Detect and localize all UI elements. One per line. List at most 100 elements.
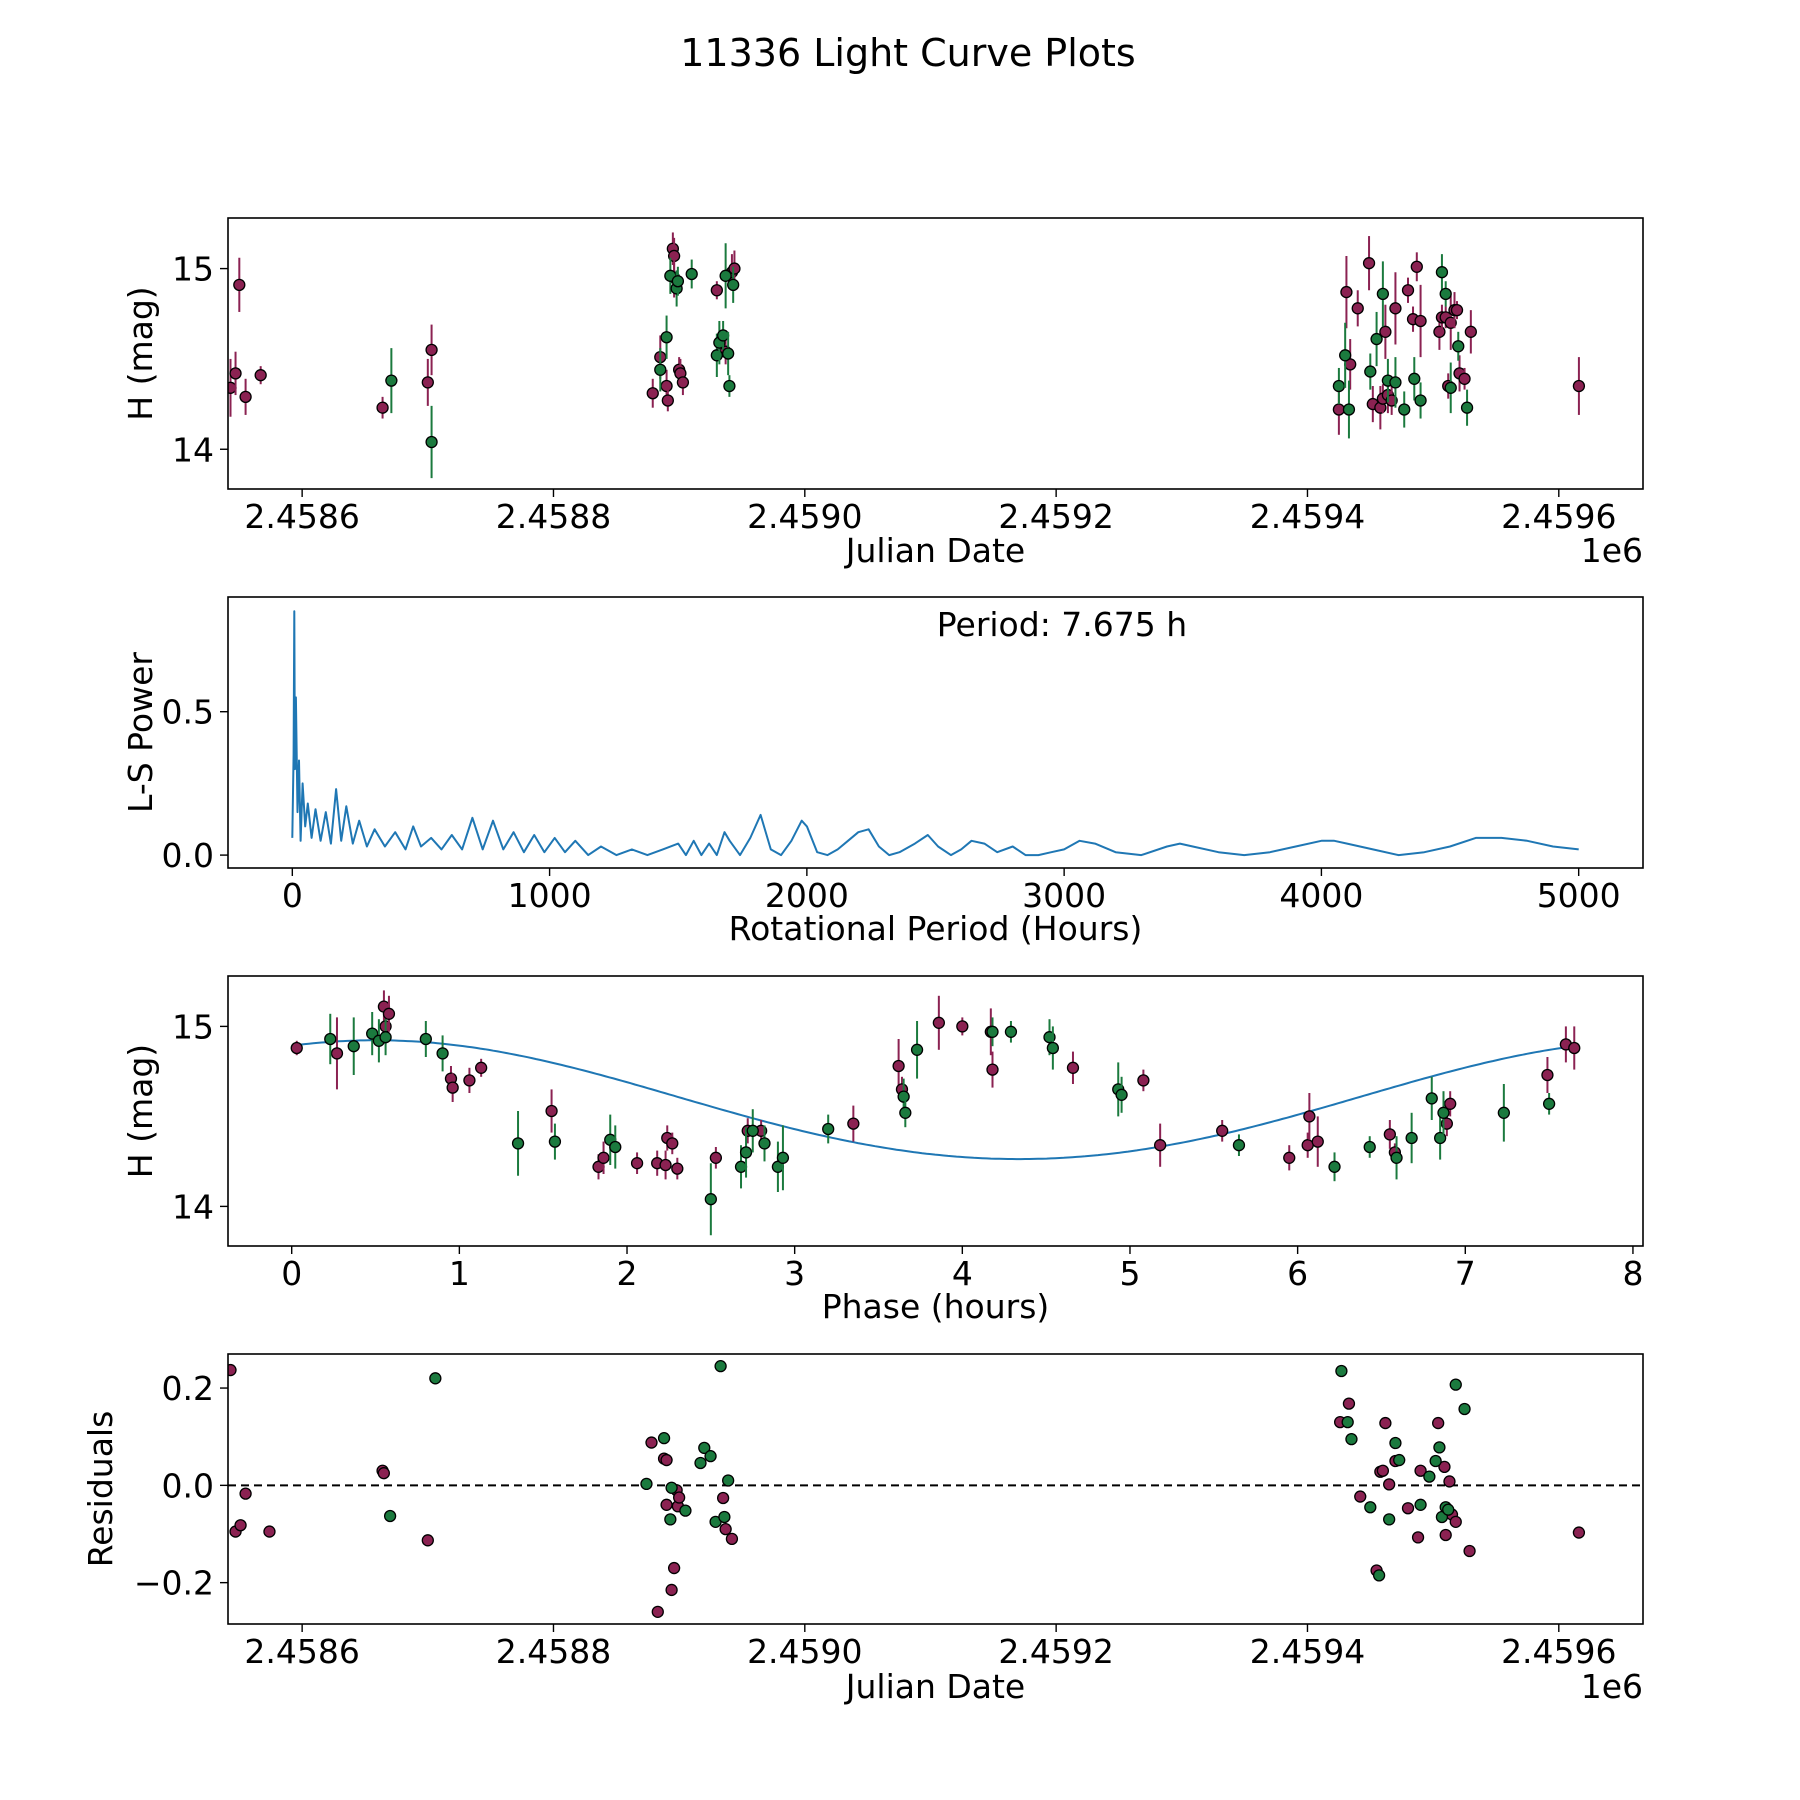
phased-green-point	[1328, 1160, 1341, 1173]
residuals-green-point	[694, 1456, 707, 1470]
phased-green-point	[1046, 1041, 1060, 1055]
lightcurve-red-point	[1433, 325, 1446, 338]
lightcurve-red-point	[1444, 316, 1457, 329]
phased-green-point	[436, 1047, 449, 1060]
residuals-green-point	[1433, 1441, 1446, 1454]
residuals-green-point	[714, 1360, 727, 1373]
residuals-red-point	[1439, 1528, 1452, 1542]
lightcurve-x-tick-label: 2.4586	[244, 497, 359, 536]
periodogram-panel: Rotational Period (Hours) L-S Power Peri…	[121, 596, 1644, 948]
residuals-green-point	[698, 1441, 711, 1455]
phased-x-tick-label: 1	[449, 1254, 470, 1293]
phased-x-tick-label: 4	[952, 1254, 973, 1293]
phased-green-point	[746, 1124, 759, 1137]
lightcurve-red-point	[1389, 302, 1402, 315]
phased-red-point	[1541, 1068, 1554, 1082]
residuals-green-point	[657, 1432, 671, 1445]
phased-green-point	[910, 1043, 924, 1056]
lightcurve-red-point	[1414, 314, 1427, 328]
residuals-green-point	[664, 1513, 677, 1526]
lightcurve-green-point	[727, 278, 740, 291]
lightcurve-red-point	[376, 401, 389, 414]
residuals-y-axis-label: Residuals	[81, 1411, 120, 1568]
phased-green-point	[419, 1032, 432, 1046]
lightcurve-green-point	[1435, 266, 1449, 279]
lightcurve-green-point	[425, 435, 438, 449]
periodogram-x-tick-label: 4000	[1279, 876, 1363, 915]
periodogram-y-tick-label: 0.0	[162, 836, 214, 875]
residuals-red-point	[1438, 1460, 1451, 1474]
lightcurve-green-point	[1439, 287, 1452, 301]
lightcurve-y-tick-label: 14	[172, 430, 214, 469]
residuals-green-point	[1414, 1498, 1427, 1511]
phased-red-point	[932, 1016, 946, 1029]
residuals-red-point	[1342, 1397, 1356, 1410]
lightcurve-red-point	[1458, 372, 1471, 385]
lightcurve-green-point	[1342, 403, 1356, 416]
residuals-panel: Julian Date Residuals 1e6 2.4586 2.4588 2.…	[81, 1353, 1644, 1706]
phased-red-point	[1154, 1139, 1167, 1152]
residuals-x-tick-label: 2.4588	[496, 1632, 611, 1671]
lightcurve-red-point	[728, 262, 741, 275]
residuals-red-point	[716, 1491, 730, 1505]
residuals-y-tick-label: 0.2	[162, 1369, 214, 1408]
residuals-red-point	[1379, 1416, 1392, 1430]
phased-red-point	[956, 1020, 969, 1033]
lightcurve-red-point	[233, 278, 246, 291]
phased-red-point	[1303, 1110, 1316, 1123]
phased-panel: Phase (hours) H (mag) 0 1 2 3 4 5 6 7 8 14 15	[121, 975, 1644, 1326]
residuals-red-point	[1443, 1475, 1456, 1488]
phased-x-tick-label: 5	[1119, 1254, 1140, 1293]
residuals-red-point	[1401, 1502, 1415, 1515]
phased-y-axis-label: H (mag)	[121, 1044, 160, 1178]
periodogram-x-tick-label: 5000	[1537, 876, 1621, 915]
phased-x-tick-label: 2	[617, 1254, 638, 1293]
phased-y-tick-label: 14	[172, 1187, 214, 1226]
phased-red-point	[671, 1162, 684, 1175]
phased-red-point	[986, 1063, 999, 1076]
lightcurve-green-point	[710, 349, 723, 362]
phased-x-tick-label: 7	[1455, 1254, 1476, 1293]
phased-green-point	[1115, 1088, 1128, 1101]
phased-green-point	[609, 1140, 622, 1154]
phased-frame	[227, 975, 1644, 1247]
lightcurve-y-tick-label: 15	[172, 250, 214, 289]
residuals-green-point	[1345, 1432, 1358, 1446]
lightcurve-red-point	[1410, 260, 1423, 273]
phased-green-point	[1405, 1131, 1418, 1145]
lightcurve-red-point	[1332, 403, 1346, 416]
lightcurve-green-point	[654, 363, 667, 376]
phased-red-point	[597, 1151, 610, 1164]
phased-green-point	[379, 1031, 392, 1044]
residuals-red-point	[725, 1532, 739, 1546]
residuals-green-point	[722, 1474, 735, 1487]
phased-red-point	[847, 1117, 860, 1130]
residuals-red-point	[1376, 1464, 1390, 1477]
residuals-green-point	[1383, 1513, 1396, 1526]
periodogram-y-tick-label: 0.5	[162, 693, 214, 732]
residuals-green-point	[1389, 1436, 1402, 1450]
lightcurve-green-point	[1370, 332, 1383, 346]
lightcurve-red-point	[660, 379, 673, 393]
lightcurve-red-point	[239, 390, 252, 404]
phased-green-point	[776, 1151, 790, 1164]
phased-green-point	[986, 1025, 999, 1038]
phased-green-point	[897, 1090, 910, 1103]
residuals-red-point	[421, 1534, 434, 1547]
phased-red-point	[1216, 1124, 1229, 1137]
residuals-green-point	[1335, 1364, 1348, 1378]
residuals-red-point	[1354, 1490, 1367, 1503]
lightcurve-red-point	[676, 376, 690, 389]
phased-green-point	[704, 1193, 717, 1206]
residuals-green-point	[1341, 1415, 1354, 1429]
phased-green-point	[347, 1040, 360, 1053]
periodogram-x-tick-label: 2000	[765, 876, 849, 915]
lightcurve-green-point	[685, 267, 698, 281]
lightcurve-red-point	[1450, 303, 1464, 317]
phased-red-point	[290, 1041, 303, 1055]
residuals-green-point	[679, 1504, 692, 1517]
phased-x-axis-label: Phase (hours)	[822, 1287, 1050, 1326]
lightcurve-red-point	[1379, 325, 1392, 338]
lightcurve-green-point	[719, 269, 732, 282]
phased-green-point	[1232, 1139, 1246, 1152]
